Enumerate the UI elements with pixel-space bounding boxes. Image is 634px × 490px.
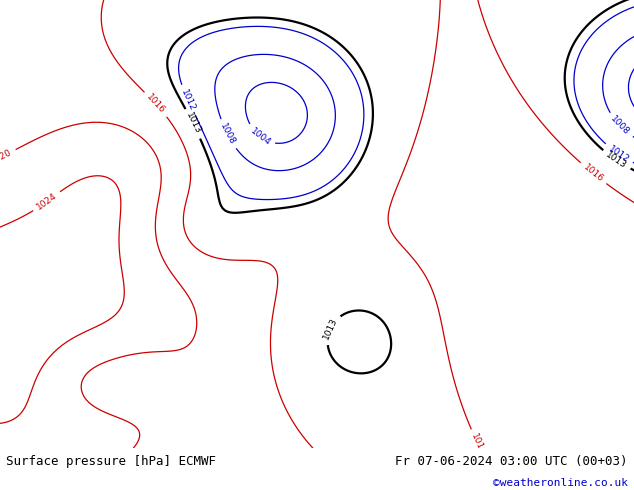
Text: 1016: 1016 (581, 163, 605, 184)
Text: Surface pressure [hPa] ECMWF: Surface pressure [hPa] ECMWF (6, 455, 216, 468)
Text: 1012: 1012 (607, 144, 631, 164)
Text: 1004: 1004 (249, 126, 272, 147)
Text: 1013: 1013 (184, 111, 202, 136)
Text: 1020: 1020 (0, 148, 13, 166)
Text: 1016: 1016 (469, 432, 487, 457)
Text: ©weatheronline.co.uk: ©weatheronline.co.uk (493, 477, 628, 488)
Text: 1008: 1008 (218, 122, 236, 147)
Text: 1013: 1013 (604, 150, 628, 171)
Text: 1008: 1008 (609, 115, 631, 137)
Text: 1013: 1013 (321, 317, 339, 342)
Text: 1016: 1016 (145, 93, 167, 116)
Text: 1012: 1012 (179, 88, 197, 112)
Text: 1024: 1024 (35, 191, 59, 212)
Text: Fr 07-06-2024 03:00 UTC (00+03): Fr 07-06-2024 03:00 UTC (00+03) (395, 455, 628, 468)
